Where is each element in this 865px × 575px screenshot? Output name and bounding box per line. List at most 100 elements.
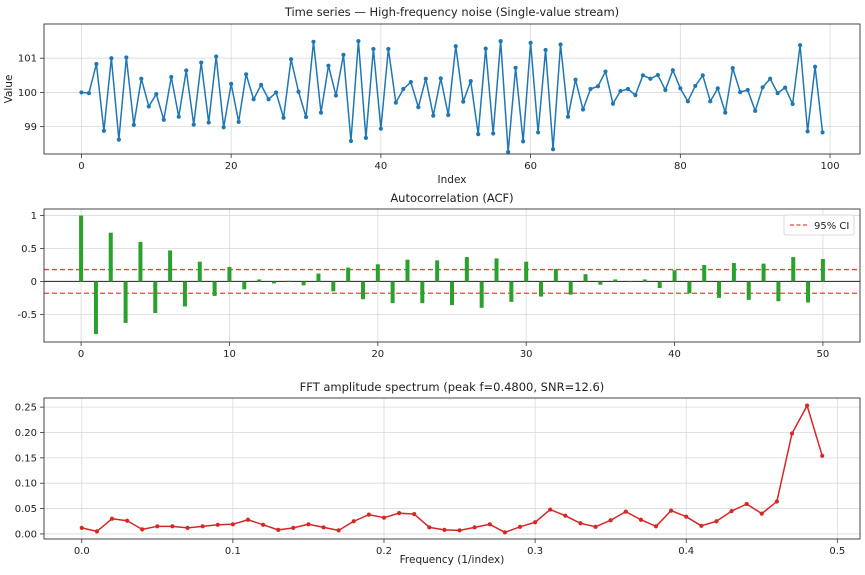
acf-bar [375, 264, 380, 282]
data-point [573, 77, 578, 82]
time-series-grid [44, 24, 860, 154]
data-point [768, 76, 773, 81]
y-tick-label: -0.5 [17, 310, 37, 321]
data-point [427, 525, 432, 530]
data-point [578, 521, 583, 526]
data-point [318, 110, 324, 115]
x-tick-label: 30 [520, 349, 533, 360]
data-point [476, 132, 481, 137]
acf-bar [331, 281, 336, 292]
data-point [386, 46, 391, 52]
data-point [633, 93, 638, 98]
data-point [699, 523, 704, 528]
fft-grid [44, 398, 860, 539]
acf-marks [44, 215, 860, 335]
acf-bar [346, 267, 351, 282]
data-point [603, 69, 608, 74]
data-point [276, 527, 281, 532]
data-point [638, 517, 643, 522]
data-point [125, 518, 130, 523]
data-point [684, 514, 689, 519]
data-point [348, 138, 354, 144]
fft-title: FFT amplitude spectrum (peak f=0.4800, S… [300, 380, 605, 394]
acf-bar [271, 281, 276, 284]
data-point [670, 68, 675, 73]
y-tick-label: 0.20 [15, 428, 37, 439]
data-point [296, 89, 301, 94]
y-tick-label: 101 [18, 54, 37, 65]
data-point [321, 525, 326, 530]
data-point [483, 46, 488, 51]
data-point [730, 66, 735, 71]
series-line [81, 40, 824, 153]
acf-bar [405, 259, 410, 282]
y-tick-label: 0 [31, 277, 37, 288]
data-point [498, 39, 503, 44]
acf-bar [657, 281, 662, 289]
data-point [326, 63, 331, 68]
time-series-xlabel: Index [438, 174, 467, 186]
data-point [774, 499, 779, 504]
acf-bar [791, 257, 796, 282]
acf-bar [435, 260, 440, 282]
acf-bar [539, 281, 544, 297]
acf-bar [464, 257, 469, 282]
data-point [760, 85, 765, 90]
data-point [528, 40, 533, 45]
data-point [759, 511, 764, 516]
acf-legend: 95% CI [783, 214, 855, 236]
data-point [281, 115, 286, 120]
data-point [610, 101, 616, 106]
data-point [259, 82, 264, 87]
data-point [563, 513, 568, 518]
acf-bar [286, 280, 291, 282]
y-tick-label: 0.5 [21, 244, 37, 255]
data-point [543, 47, 548, 53]
data-point [101, 128, 106, 133]
data-point [729, 509, 734, 514]
data-point [820, 130, 825, 135]
time-series-marks [79, 39, 825, 155]
y-tick-label: 0.25 [15, 403, 37, 414]
data-point [783, 85, 788, 90]
acf-bar [613, 279, 618, 282]
data-point [723, 110, 728, 115]
data-point [245, 517, 251, 522]
data-point [593, 524, 598, 529]
data-point [535, 130, 541, 135]
x-tick-label: 0.3 [527, 546, 543, 557]
time-series-panel: 0 20 40 60 80 100 99 100 101 Time series — High-… [3, 5, 861, 186]
data-point [457, 528, 462, 533]
data-point [580, 107, 586, 112]
data-point [288, 57, 294, 62]
data-point [468, 79, 473, 84]
acf-bar [360, 281, 365, 300]
data-point [266, 97, 271, 102]
acf-bar [420, 281, 425, 304]
series-line [81, 404, 823, 534]
data-point [472, 525, 477, 530]
data-point [453, 44, 458, 49]
data-point [229, 81, 234, 86]
data-point [215, 522, 220, 527]
y-tick-label: 0.05 [15, 504, 37, 515]
data-point [381, 515, 387, 520]
data-point [230, 522, 235, 527]
acf-bar [153, 281, 158, 314]
data-point [700, 73, 705, 78]
data-point [618, 88, 623, 94]
data-point [655, 72, 660, 78]
time-series-ylabel: Value [3, 75, 15, 104]
data-point [715, 86, 720, 91]
data-point [236, 119, 241, 124]
x-tick-label: 100 [821, 161, 840, 172]
data-point [206, 120, 211, 125]
data-point [663, 87, 668, 93]
data-point [139, 76, 144, 81]
data-point [565, 114, 571, 119]
y-tick-label: 100 [18, 88, 37, 99]
data-point [351, 519, 356, 524]
data-point [221, 125, 226, 130]
data-point [401, 86, 406, 92]
x-tick-label: 0.2 [376, 546, 392, 557]
